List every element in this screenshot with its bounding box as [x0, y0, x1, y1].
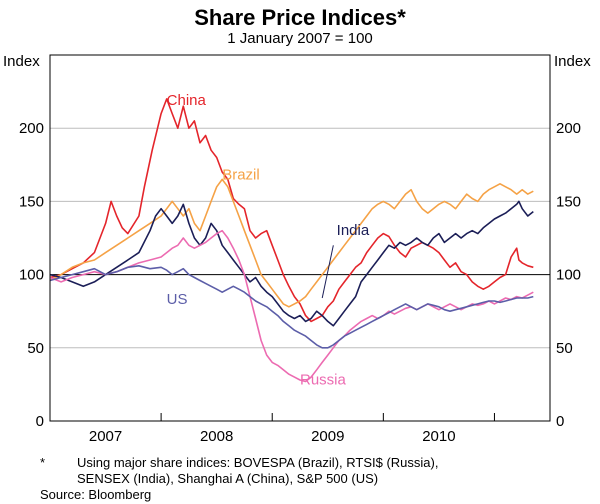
y-tick-left-50: 50	[27, 340, 44, 357]
india-label-pointer	[321, 245, 334, 299]
plot-frame	[49, 54, 551, 422]
y-tick-left-150: 150	[19, 193, 44, 210]
x-label-2010: 2010	[422, 428, 455, 445]
series-line-russia	[49, 229, 534, 383]
series-line-brazil	[49, 178, 534, 308]
y-tick-left-200: 200	[19, 120, 44, 137]
axes: 0 0 50 50 100 100 150 150 200 200 2007 2008 2009 2010	[19, 120, 581, 445]
y-tick-right-50: 50	[556, 340, 573, 357]
x-label-2008: 2008	[200, 428, 233, 445]
y-tick-right-150: 150	[556, 193, 581, 210]
series-label-brazil: Brazil	[222, 166, 260, 183]
series-label-india: India	[337, 222, 370, 239]
y-tick-right-0: 0	[556, 413, 564, 430]
series-labels: China Brazil India Russia US	[167, 92, 370, 389]
series-label-us: US	[167, 291, 188, 308]
y-tick-right-100: 100	[556, 267, 581, 284]
y-axis-label-right: Index	[554, 53, 591, 70]
x-label-2007: 2007	[89, 428, 122, 445]
footnote-marker: *	[40, 455, 45, 470]
y-tick-left-0: 0	[36, 413, 44, 430]
chart-subtitle: 1 January 2007 = 100	[227, 30, 373, 47]
series-line-china	[49, 98, 534, 323]
series-lines	[49, 98, 534, 383]
y-axis-label-left: Index	[3, 53, 40, 70]
y-tick-left-100: 100	[19, 267, 44, 284]
chart-title: Share Price Indices*	[194, 5, 406, 30]
source-note: Source: Bloomberg	[40, 487, 151, 502]
footnote-line-1: Using major share indices: BOVESPA (Braz…	[77, 455, 438, 470]
x-label-2009: 2009	[311, 428, 344, 445]
series-line-us	[49, 265, 534, 349]
series-label-china: China	[167, 92, 207, 109]
series-label-russia: Russia	[300, 371, 347, 388]
series-line-india	[49, 200, 534, 327]
footnote-line-2: SENSEX (India), Shanghai A (China), S&P …	[77, 471, 378, 486]
y-tick-right-200: 200	[556, 120, 581, 137]
